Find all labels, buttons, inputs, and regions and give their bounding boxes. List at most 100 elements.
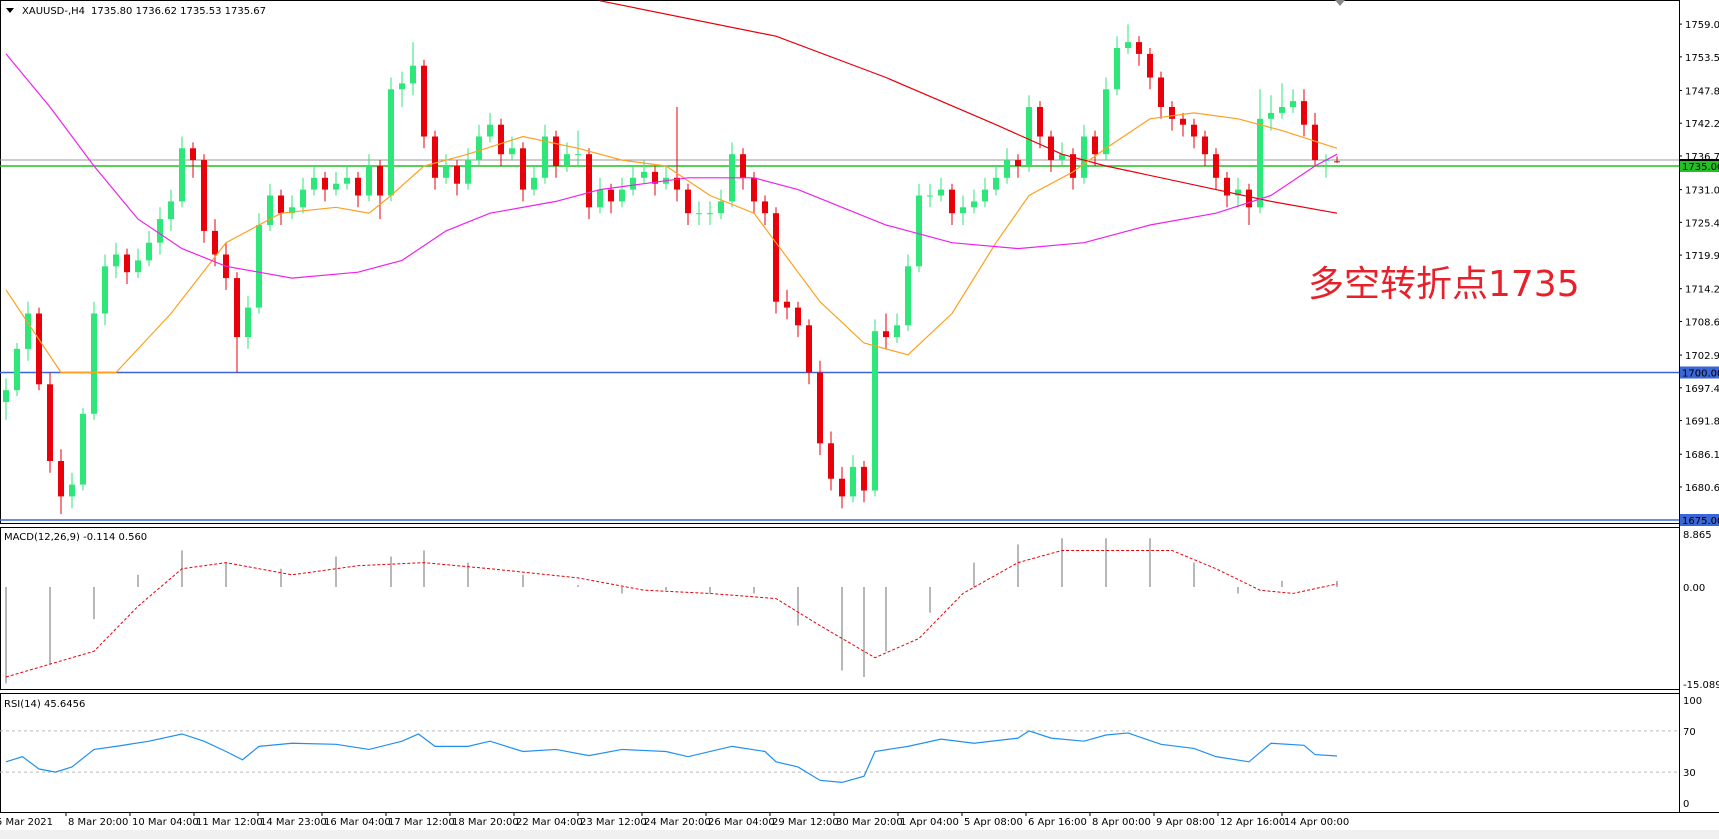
candle [355,171,361,208]
time-tick-label: 16 Mar 04:00 [324,817,391,828]
macd-tick-label: 8.865 [1683,530,1712,541]
candle-body [520,148,526,190]
price-tick-label: 1759.05 [1685,20,1719,31]
candle-body [267,195,273,225]
candle-body [971,201,977,208]
price-tag-box [1680,366,1719,379]
candle-body [58,461,64,497]
candle-body [289,207,295,214]
ma-mid-line [5,53,1338,279]
candle-body [1081,136,1087,178]
candle-body [1268,112,1274,119]
candle-body [1257,118,1263,208]
macd-signal-line [5,549,1338,678]
time-tick-label: 30 Mar 20:00 [836,817,903,828]
candle [91,301,97,420]
candle [916,183,922,273]
candle-body [1158,77,1164,107]
candle [751,171,757,214]
time-tick-label: 8 Apr 00:00 [1092,817,1151,828]
candle [454,160,460,196]
candle [1279,83,1285,119]
candle [685,183,691,225]
candle-body [509,148,515,155]
candle [1180,112,1186,137]
candle-body [102,266,108,314]
candle-body [696,213,702,215]
candle-body [828,443,834,479]
candle-body [234,278,240,338]
candle [311,166,317,196]
candle [1301,89,1307,137]
time-tick-label: 8 Mar 20:00 [68,817,128,828]
candle [135,248,141,279]
candle [113,242,119,279]
candle [872,319,878,497]
candle [1026,95,1032,172]
candle-body [333,183,339,190]
candle-body [14,348,20,391]
candle [201,154,207,243]
candle [718,189,724,220]
candle [1037,101,1043,149]
candle [1213,148,1219,190]
candle-body [476,136,482,161]
candle-body [168,201,174,220]
candle-body [1048,136,1054,161]
candle [234,272,240,373]
chart-shift-marker-icon[interactable] [1335,0,1345,6]
candle-body [784,301,790,308]
candle [14,343,20,397]
candle-body [1092,136,1098,155]
rsi-line [5,730,1338,784]
candle-body [927,195,933,197]
candle-body [1004,160,1010,178]
candle [773,207,779,314]
price-pane[interactable] [0,0,1679,521]
candle [619,177,625,208]
candle-body [36,313,42,385]
candle-body [1136,42,1142,54]
candle-body [377,166,383,196]
candle-body [1180,118,1186,125]
time-tick-label: 1 Apr 04:00 [900,817,959,828]
candle-body [1070,154,1076,178]
macd-title: MACD(12,26,9) -0.114 0.560 [4,532,147,543]
candle [520,142,526,202]
candle-body [850,466,856,497]
candle [1257,89,1263,214]
candle [333,171,339,196]
candle-body [652,171,658,184]
pane-frame [0,0,1680,524]
candle-body [1147,53,1153,78]
macd-pane[interactable] [5,538,1338,684]
time-tick-label: 14 Mar 23:00 [260,817,327,828]
candle [36,307,42,391]
candle [410,42,416,96]
candle [289,195,295,220]
time-tick-label: 22 Mar 04:00 [516,817,583,828]
price-tick-label: 1697.40 [1685,384,1719,395]
price-tag-box [1680,160,1719,172]
candle-body [487,124,493,137]
candle-body [949,189,955,214]
candle [894,313,900,343]
candle-body [707,213,713,215]
candle-body [1312,124,1318,161]
price-tick-label: 1702.95 [1685,351,1719,362]
candle [212,219,218,267]
candle-body [1301,101,1307,125]
rsi-tick-label: 70 [1683,727,1696,738]
candle [3,378,9,420]
candle-body [1213,154,1219,178]
candle-body [641,171,647,178]
dropdown-triangle-icon[interactable] [6,8,14,13]
rsi-pane[interactable] [0,730,1679,784]
candle [1224,171,1230,208]
candle-body [938,189,944,196]
candle [784,289,790,320]
candle [982,177,988,208]
candle [256,213,262,314]
candle [1158,71,1164,119]
